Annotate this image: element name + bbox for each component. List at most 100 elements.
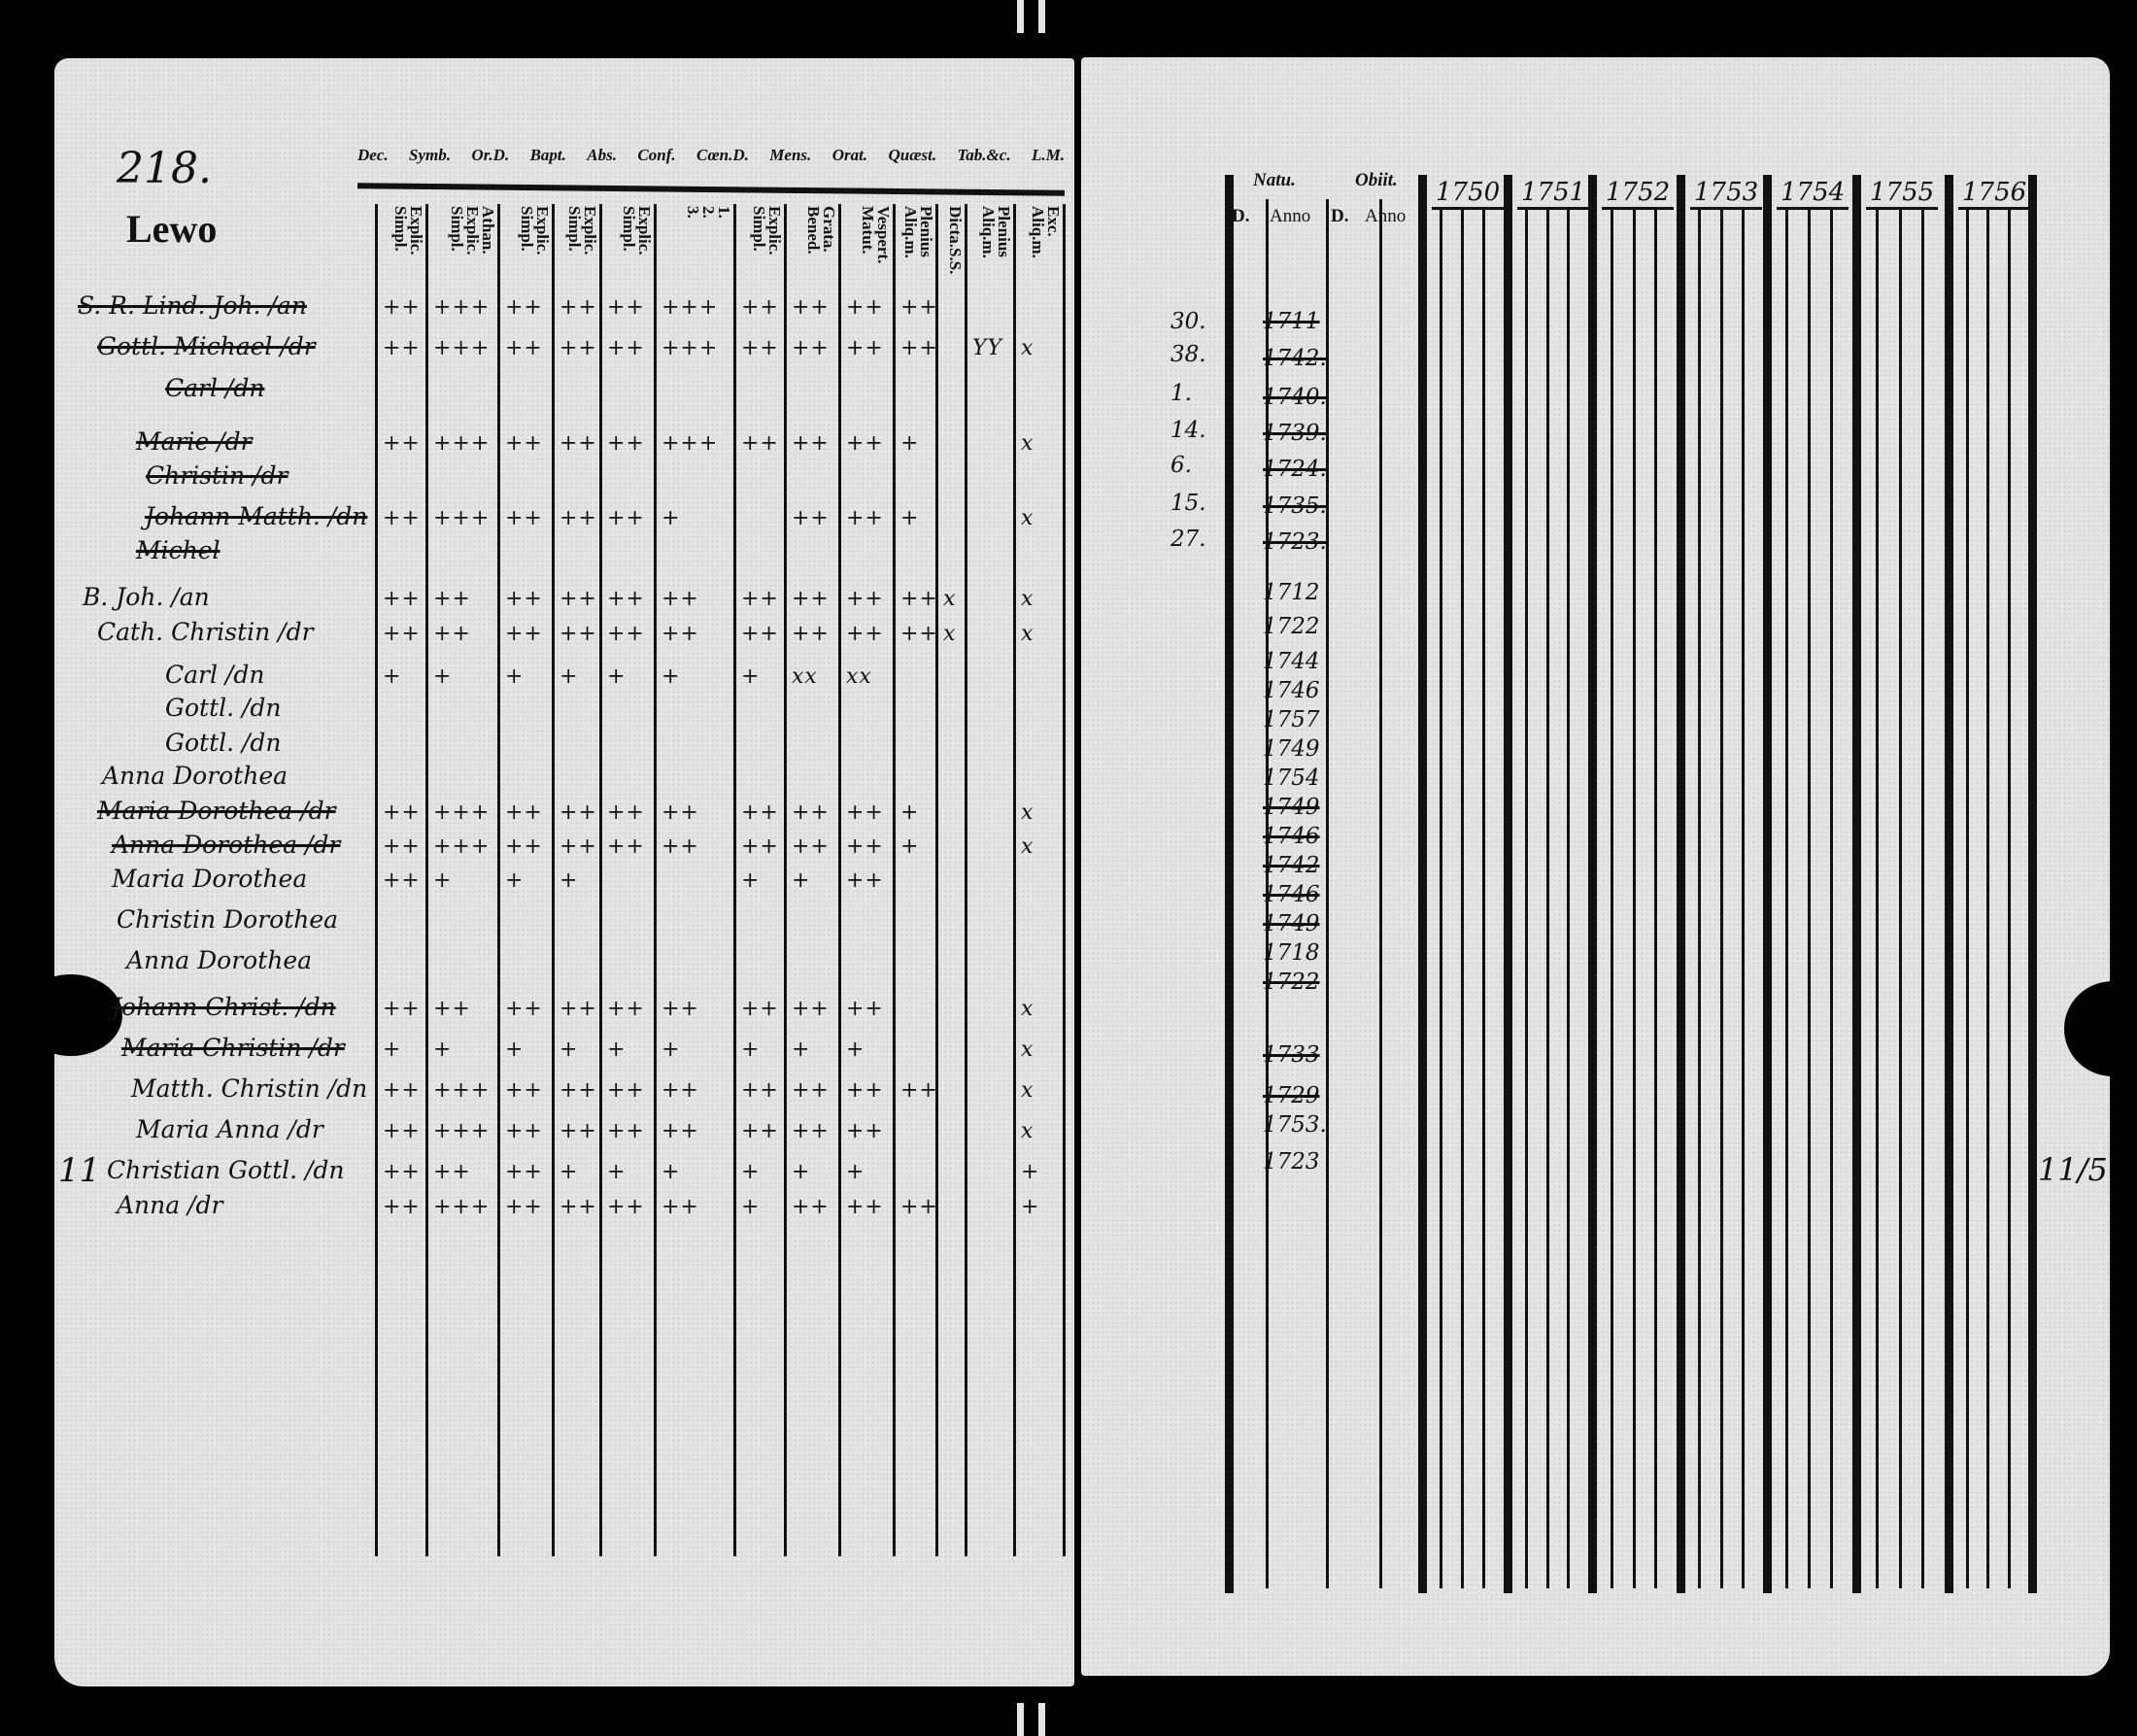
- column-rule: [1326, 199, 1329, 1588]
- tally-mark: +: [383, 664, 402, 689]
- column-header-label: Explic.: [765, 206, 784, 255]
- column-rule: [1808, 209, 1811, 1588]
- anno-entry: 1749: [1263, 795, 1320, 820]
- tally-mark: ++: [607, 506, 645, 530]
- tally-mark: ++: [846, 1195, 884, 1219]
- tally-mark: +: [661, 664, 681, 689]
- column-header-label: Explic.: [581, 206, 599, 255]
- tally-mark: +: [607, 1038, 627, 1062]
- tally-mark: ++: [505, 336, 543, 360]
- tally-mark: ++: [846, 1119, 884, 1143]
- binding-mark: [1038, 1703, 1045, 1736]
- tally-mark: ++: [607, 997, 645, 1021]
- year-header: 1755: [1866, 178, 1939, 210]
- column-rule: [1546, 209, 1549, 1588]
- header-word: Bapt.: [529, 146, 566, 164]
- column-rule: [935, 204, 938, 1556]
- tally-mark: ++: [505, 1160, 543, 1184]
- tally-mark: ++: [505, 1078, 543, 1103]
- anno-label: Anno: [1270, 206, 1311, 226]
- column-header: 1. 2. 3.: [660, 206, 733, 291]
- column-rule: [552, 204, 555, 1556]
- tally-mark: ++: [505, 295, 543, 320]
- tally-mark: ++: [505, 506, 543, 530]
- column-rule: [1742, 209, 1745, 1588]
- tally-mark: ++: [792, 1195, 830, 1219]
- column-header-label: Matut.: [859, 206, 877, 255]
- column-rule: [1504, 175, 1512, 1593]
- column-rule: [1611, 209, 1613, 1588]
- tally-mark: ++: [560, 431, 597, 456]
- year-header: 1750: [1432, 178, 1505, 210]
- tally-mark: xx: [846, 664, 872, 689]
- header-word: Conf.: [637, 146, 676, 164]
- left-page: [54, 58, 1074, 1686]
- tally-mark: ++: [560, 295, 597, 320]
- tally-mark: ++: [383, 834, 421, 859]
- tally-mark: ++: [661, 800, 699, 825]
- tally-mark: +++: [433, 431, 491, 456]
- tally-mark: ++: [792, 997, 830, 1021]
- tally-mark: ++: [846, 587, 884, 611]
- tally-mark: x: [1021, 997, 1035, 1021]
- d-label: D.: [1331, 206, 1349, 226]
- tally-mark: ++: [607, 587, 645, 611]
- anno-entry: 1735.: [1263, 494, 1327, 519]
- entry-name: S. R. Lind. Joh. /an: [78, 291, 307, 320]
- tally-mark: ++: [383, 1119, 421, 1143]
- column-rule: [1379, 199, 1382, 1588]
- column-rule: [1633, 209, 1636, 1588]
- column-header-label: Simpl.: [518, 206, 536, 252]
- anno-entry: 1718: [1263, 940, 1320, 966]
- header-word: Abs.: [587, 146, 617, 164]
- tally-mark: ++: [433, 587, 471, 611]
- entry-name: Maria Anna /dr: [136, 1115, 323, 1143]
- tally-mark: x: [943, 587, 957, 611]
- year-header: 1751: [1517, 178, 1590, 210]
- day-entry: 38.: [1170, 342, 1206, 367]
- tally-mark: +: [560, 868, 579, 893]
- column-rule: [1720, 209, 1723, 1588]
- tally-mark: ++: [846, 506, 884, 530]
- tally-mark: +: [560, 1160, 579, 1184]
- column-header: Vespert. Matut.: [844, 206, 893, 291]
- anno-entry: 1722: [1263, 970, 1320, 995]
- tally-mark: +++: [661, 336, 719, 360]
- tally-mark: +: [792, 1038, 811, 1062]
- page-number: 218.: [117, 144, 212, 193]
- column-rule: [1266, 199, 1269, 1588]
- tally-mark: ++: [383, 1078, 421, 1103]
- tally-mark: +: [505, 1038, 525, 1062]
- tally-mark: x: [1021, 506, 1035, 530]
- entry-name: B. Joh. /an: [83, 583, 210, 611]
- tally-mark: ++: [607, 1078, 645, 1103]
- header-word: L.M.: [1031, 146, 1065, 164]
- tally-mark: ++: [607, 622, 645, 646]
- tally-mark: ++: [607, 800, 645, 825]
- anno-label: Anno: [1365, 206, 1407, 226]
- obiit-label: Obiit.: [1355, 170, 1398, 190]
- entry-name: Gottl. /dn: [165, 729, 282, 757]
- tally-mark: x: [1021, 800, 1035, 825]
- tally-mark: ++: [741, 431, 779, 456]
- day-entry: 14.: [1170, 418, 1206, 443]
- binding-mark: [1017, 0, 1024, 33]
- tally-mark: +++: [433, 336, 491, 360]
- tally-mark: ++: [383, 868, 421, 893]
- column-header-label: Vespert.: [874, 206, 893, 264]
- tally-mark: ++: [383, 506, 421, 530]
- column-header-label: Explic.: [407, 206, 425, 255]
- place-name: Lewo: [126, 207, 218, 251]
- entry-name: Marie /dr: [136, 427, 253, 456]
- page-notch: [2064, 981, 2137, 1076]
- tally-mark: ++: [900, 1078, 938, 1103]
- tally-mark: ++: [383, 587, 421, 611]
- column-header: Grata. Bened.: [790, 206, 838, 291]
- column-header: Explic. Simpl.: [739, 206, 784, 291]
- anno-entry: 1749: [1263, 736, 1320, 762]
- tally-mark: +: [792, 868, 811, 893]
- column-rule: [965, 204, 967, 1556]
- tally-mark: +: [741, 1195, 761, 1219]
- tally-mark: ++: [383, 1195, 421, 1219]
- column-header-label: Bened.: [804, 206, 823, 255]
